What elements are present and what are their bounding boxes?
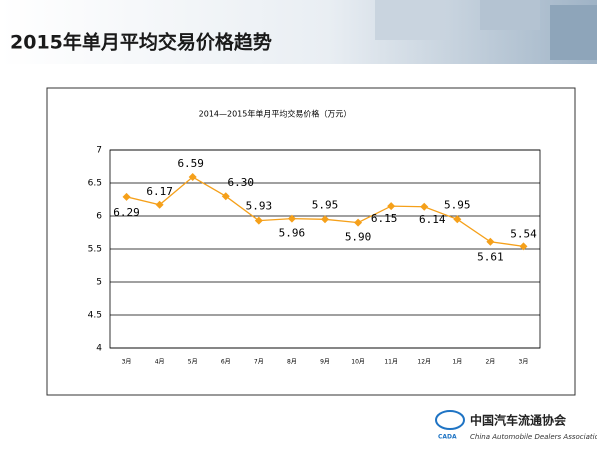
y-tick-label: 6 xyxy=(96,212,102,222)
x-tick-label: 10月 xyxy=(351,359,365,366)
marker xyxy=(420,202,429,211)
y-tick-label: 7 xyxy=(96,146,102,156)
data-label: 5.54 xyxy=(510,227,537,240)
header-cube xyxy=(550,5,597,60)
x-tick-label: 5月 xyxy=(188,359,198,366)
marker xyxy=(122,192,131,201)
y-tick-label: 4 xyxy=(96,344,102,354)
marker xyxy=(453,215,462,224)
header-cube xyxy=(375,0,445,40)
x-tick-label: 7月 xyxy=(254,359,264,366)
y-tick-label: 5.5 xyxy=(88,245,102,255)
data-label: 6.17 xyxy=(146,185,173,198)
data-label: 5.95 xyxy=(444,198,471,211)
x-tick-label: 8月 xyxy=(287,359,297,366)
x-tick-label: 3月 xyxy=(519,359,529,366)
data-label: 5.95 xyxy=(312,198,339,211)
data-label: 6.14 xyxy=(419,213,446,226)
x-tick-label: 2月 xyxy=(485,359,495,366)
marker xyxy=(188,173,197,182)
header-cube xyxy=(480,0,540,30)
y-tick-label: 6.5 xyxy=(88,179,102,189)
data-label: 5.93 xyxy=(246,200,273,213)
logo-mark: CADA xyxy=(438,434,457,441)
x-tick-label: 3月 xyxy=(122,359,132,366)
plot: 4 4.5 5 5.5 6 6.5 7 3月 4月 5月 6月 7月 8月 9月 10月 11月 12月 1月 2月… xyxy=(88,146,540,366)
marker xyxy=(519,242,528,251)
logo-name: 中国汽车流通协会 xyxy=(470,413,567,428)
x-tick-label: 6月 xyxy=(221,359,231,366)
logo-subtitle: China Automobile Dealers Association xyxy=(470,433,597,441)
marker xyxy=(321,215,329,224)
x-tick-label: 9月 xyxy=(320,359,330,366)
data-label: 5.61 xyxy=(477,251,504,264)
marker xyxy=(254,216,263,225)
marker xyxy=(155,200,164,209)
data-label: 6.15 xyxy=(371,212,398,225)
marker xyxy=(287,214,296,223)
marker xyxy=(354,218,363,227)
x-tick-label: 4月 xyxy=(155,359,165,366)
data-label: 6.29 xyxy=(113,206,140,219)
data-label: 6.30 xyxy=(228,176,255,189)
data-label: 5.90 xyxy=(345,231,372,244)
data-label: 5.96 xyxy=(279,227,306,240)
chart-frame xyxy=(46,87,576,396)
logo-ring xyxy=(435,410,465,430)
x-tick-label: 12月 xyxy=(417,359,431,366)
x-tick-label: 11月 xyxy=(384,359,398,366)
marker xyxy=(387,202,396,211)
y-tick-label: 5 xyxy=(96,278,102,288)
y-tick-label: 4.5 xyxy=(88,311,102,321)
slide-title: 2015年单月平均交易价格趋势 xyxy=(10,31,272,54)
data-label: 6.59 xyxy=(177,157,204,170)
marker xyxy=(486,237,495,246)
x-tick-label: 1月 xyxy=(452,359,462,366)
logo: CADA 中国汽车流通协会 China Automobile Dealers A… xyxy=(435,410,597,441)
marker xyxy=(221,192,230,201)
chart-title: 2014—2015年单月平均交易价格（万元） xyxy=(199,109,352,119)
